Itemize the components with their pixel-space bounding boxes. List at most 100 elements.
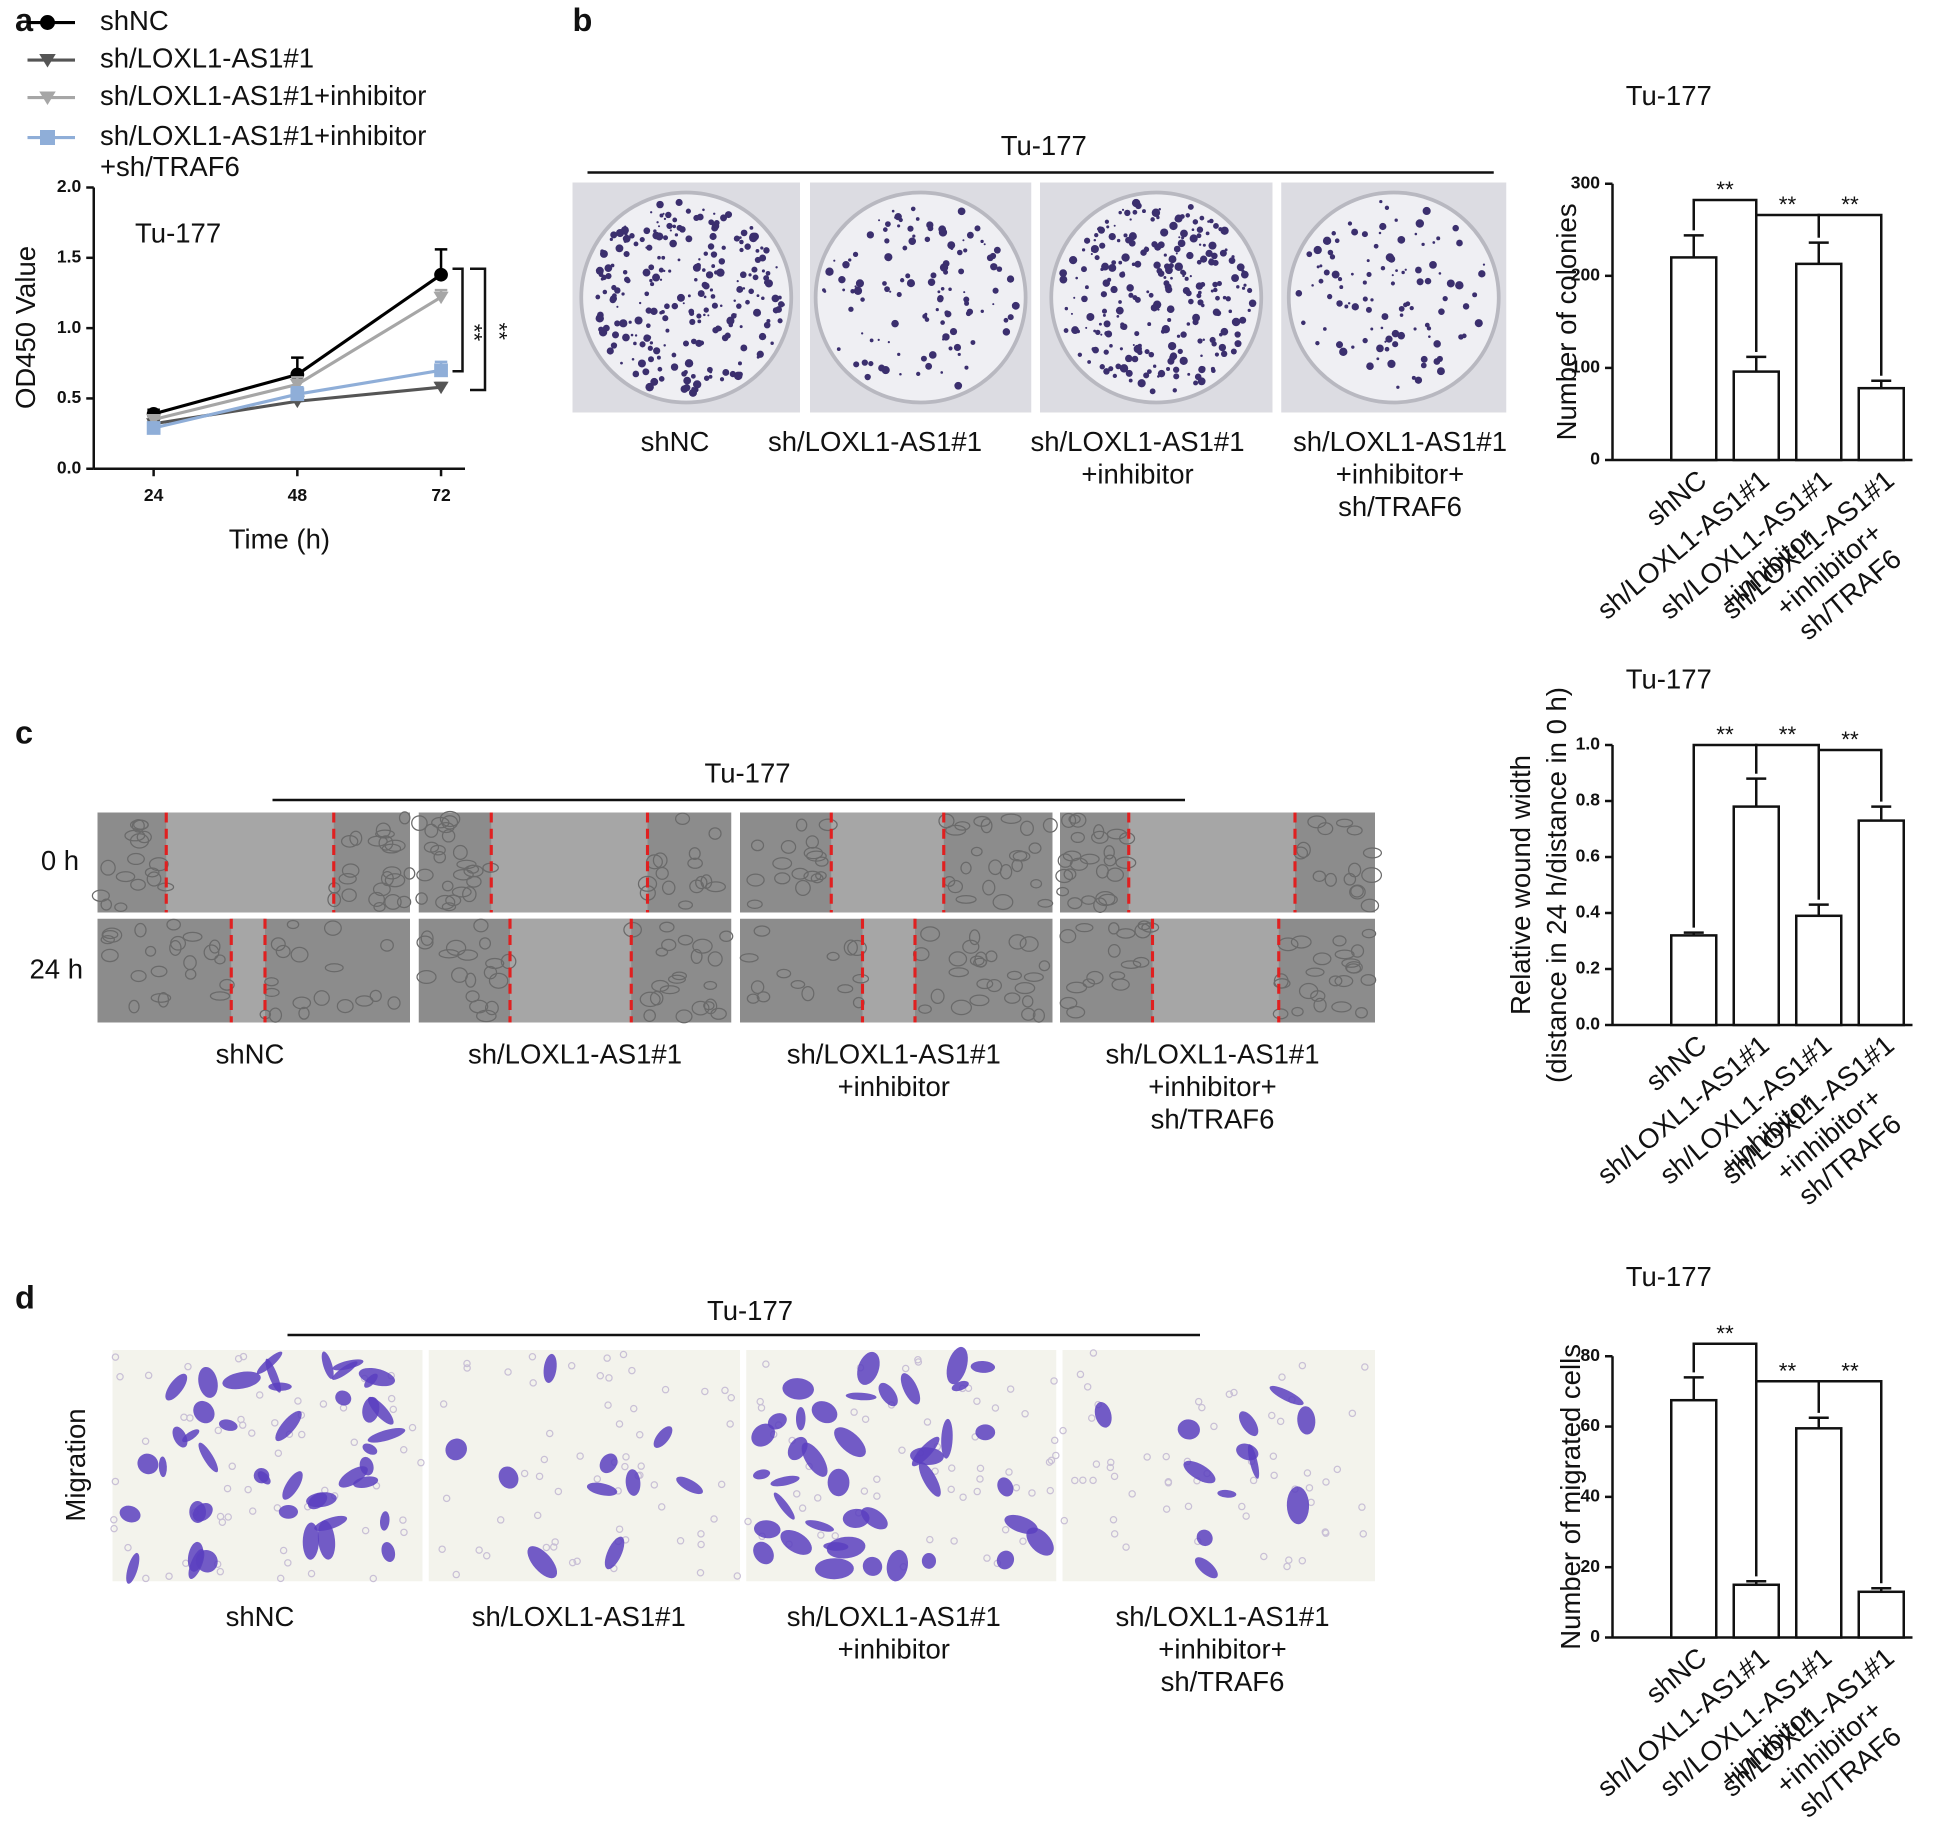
colony: [707, 243, 715, 250]
pore: [1242, 1512, 1250, 1520]
pore: [271, 1419, 279, 1427]
annotation: **: [487, 322, 512, 340]
bar: [1670, 256, 1718, 462]
cell: [335, 1390, 352, 1406]
colony: [631, 357, 635, 361]
pore: [1238, 1502, 1246, 1511]
colony: [1446, 279, 1455, 288]
colony: [697, 290, 705, 298]
colony: [1329, 254, 1336, 260]
cell: [753, 925, 771, 937]
pore: [504, 1368, 512, 1376]
colony: [653, 229, 657, 233]
cell: [1008, 934, 1027, 950]
colony: [656, 355, 661, 360]
colony: [1337, 276, 1343, 282]
colony: [948, 287, 952, 291]
colony: [649, 341, 654, 345]
cell: [1120, 960, 1142, 969]
cell: [1111, 978, 1130, 991]
image-label: sh/LOXL1-AS1#1: [1115, 1601, 1329, 1632]
colony: [852, 251, 859, 257]
colony: [884, 238, 890, 244]
y-tick-label: 80: [1581, 1345, 1601, 1365]
colony: [657, 366, 663, 372]
cell: [378, 835, 394, 851]
colony: [1196, 259, 1202, 265]
cell: [653, 1426, 673, 1448]
colony: [1390, 281, 1395, 286]
annotation: **: [1779, 192, 1797, 217]
colony: [692, 380, 702, 389]
image-label: sh/LOXL1-AS1#1: [1030, 426, 1244, 457]
colony: [878, 219, 881, 222]
colony: [1213, 287, 1218, 293]
colony: [1394, 218, 1398, 222]
colony: [1212, 308, 1221, 316]
cell: [1032, 1008, 1046, 1023]
colony: [1428, 335, 1431, 338]
colony: [1200, 255, 1208, 263]
colony: [1151, 208, 1161, 217]
colony: [733, 299, 736, 302]
pore: [1107, 1458, 1115, 1467]
cell: [1341, 958, 1361, 968]
pore: [1225, 1390, 1234, 1398]
cell: [852, 996, 865, 1009]
colony: [963, 248, 968, 253]
cell: [674, 812, 691, 826]
cell: [1067, 897, 1083, 910]
colony: [642, 268, 651, 277]
colony: [910, 206, 916, 212]
cell: [677, 934, 694, 946]
pore: [214, 1426, 223, 1435]
image-label: sh/TRAF6: [1338, 491, 1462, 522]
cell: [1317, 822, 1334, 836]
colony: [864, 373, 871, 381]
colony: [622, 333, 630, 342]
cell: [1006, 970, 1023, 981]
colony: [1157, 369, 1166, 378]
colony: [703, 307, 709, 313]
colony: [882, 281, 887, 286]
colony: [639, 341, 646, 348]
bar: [1795, 914, 1843, 1027]
cell: [955, 894, 977, 904]
pore: [873, 1492, 881, 1500]
colony: [899, 278, 905, 283]
colony: [665, 328, 670, 333]
colony: [1347, 221, 1353, 226]
colony: [1087, 360, 1092, 364]
cell: [403, 867, 416, 880]
cell: [1196, 1529, 1213, 1547]
bar: [1795, 1427, 1843, 1639]
image-label: sh/LOXL1-AS1#1: [468, 1039, 682, 1070]
cell: [270, 937, 286, 952]
colony: [633, 241, 639, 247]
colony: [1220, 327, 1229, 336]
colony: [992, 303, 995, 306]
colony: [764, 279, 773, 288]
colony: [718, 258, 726, 265]
colony: [656, 200, 664, 209]
y-tick-label: 0: [1590, 449, 1600, 469]
colony: [1131, 355, 1139, 363]
colony: [940, 320, 945, 325]
colony: [1081, 266, 1087, 273]
cell: [170, 935, 187, 951]
image-label: +inhibitor+: [1148, 1071, 1276, 1102]
cell: [338, 1466, 368, 1488]
cell: [182, 931, 203, 942]
colony: [1161, 325, 1170, 334]
colony: [1198, 243, 1202, 246]
colony: [1099, 364, 1105, 370]
colony: [1414, 376, 1423, 384]
pore: [576, 1452, 584, 1460]
pore: [276, 1574, 285, 1583]
cell: [976, 978, 994, 990]
cell: [772, 857, 793, 870]
pore: [463, 1359, 471, 1368]
colony: [1185, 290, 1192, 297]
colony: [1164, 263, 1171, 270]
pore: [248, 1507, 257, 1515]
